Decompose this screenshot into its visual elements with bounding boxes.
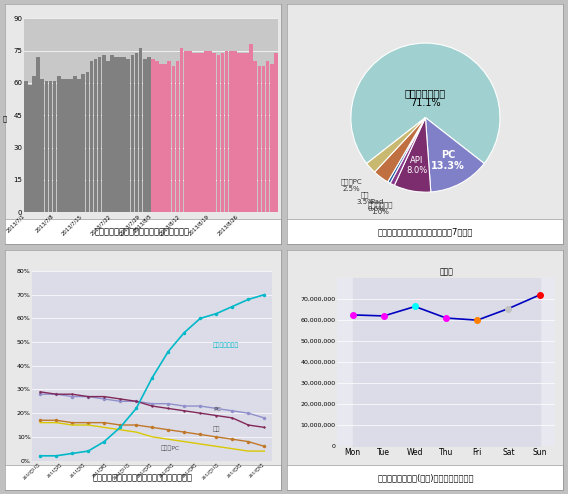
Bar	[155, 61, 159, 212]
Bar	[274, 53, 278, 212]
Bar	[94, 59, 97, 212]
Text: スマートフォン: スマートフォン	[405, 88, 446, 98]
Bar	[237, 53, 241, 212]
Text: 投稿元比率　＜スマートフォンが7割強＞: 投稿元比率 ＜スマートフォンが7割強＞	[378, 227, 473, 236]
Bar	[257, 66, 261, 212]
Bar	[44, 81, 48, 212]
Bar	[57, 77, 61, 212]
Bar	[131, 55, 134, 212]
Bar	[139, 48, 143, 212]
Bar	[90, 61, 93, 212]
Text: 71.1%: 71.1%	[410, 98, 441, 108]
Bar	[81, 74, 85, 212]
Bar	[204, 50, 208, 212]
Bar	[106, 61, 110, 212]
Text: 携帯／PC
2.5%: 携帯／PC 2.5%	[340, 179, 362, 192]
Bar	[114, 57, 118, 212]
Bar	[266, 61, 269, 212]
Bar	[249, 44, 253, 212]
Bar	[216, 55, 220, 212]
Bar	[159, 64, 163, 212]
Bar	[221, 53, 224, 212]
Bar	[196, 53, 200, 212]
Text: スマートフォン: スマートフォン	[213, 342, 239, 348]
Wedge shape	[367, 118, 425, 172]
Text: 投稿元比率推移　＜スマートフォンが急増＞: 投稿元比率推移 ＜スマートフォンが急増＞	[93, 473, 193, 482]
Bar	[98, 57, 102, 212]
Bar	[24, 81, 28, 212]
Bar	[168, 61, 171, 212]
Wedge shape	[394, 118, 431, 192]
Bar	[164, 64, 167, 212]
Bar	[184, 50, 187, 212]
Text: PC: PC	[213, 407, 221, 412]
Bar	[241, 53, 245, 212]
Bar	[102, 55, 106, 212]
Text: 曜日別書き込み数(平均)　＜日曜が最多＞: 曜日別書き込み数(平均) ＜日曜が最多＞	[377, 473, 474, 482]
Bar	[143, 59, 147, 212]
Bar	[28, 85, 32, 212]
Bar	[86, 72, 89, 212]
Bar	[188, 50, 191, 212]
Bar	[49, 81, 52, 212]
Text: iPad
0.6%: iPad 0.6%	[367, 199, 385, 212]
Bar	[233, 50, 237, 212]
Text: PC
13.3%: PC 13.3%	[431, 150, 465, 171]
Bar	[147, 57, 151, 212]
Bar	[65, 79, 69, 212]
Bar	[208, 50, 212, 212]
Bar	[61, 79, 65, 212]
Wedge shape	[388, 118, 425, 183]
Y-axis label: 万: 万	[3, 115, 7, 122]
Bar	[118, 57, 122, 212]
Bar	[36, 57, 40, 212]
Bar	[77, 79, 81, 212]
Text: ツイート件数推移　＜８月２５日が最多＞: ツイート件数推移 ＜８月２５日が最多＞	[95, 227, 190, 236]
Bar	[200, 53, 204, 212]
Bar	[151, 59, 154, 212]
Bar	[110, 55, 114, 212]
Text: API
8.0%: API 8.0%	[406, 156, 428, 175]
Bar	[245, 53, 249, 212]
Bar	[229, 50, 232, 212]
Wedge shape	[390, 118, 425, 185]
Bar	[69, 79, 73, 212]
Text: 携帯: 携帯	[213, 426, 220, 432]
Text: 連携サービス
1.0%: 連携サービス 1.0%	[368, 201, 393, 214]
Text: 携帯
3.5%: 携帯 3.5%	[356, 192, 374, 205]
Bar	[262, 66, 265, 212]
Bar	[176, 61, 179, 212]
Bar	[122, 57, 126, 212]
Wedge shape	[351, 43, 500, 164]
Bar	[192, 53, 196, 212]
Title: 平均値: 平均値	[439, 267, 453, 276]
Bar	[253, 61, 257, 212]
Bar	[179, 48, 183, 212]
Bar	[73, 77, 77, 212]
Bar	[127, 59, 130, 212]
Wedge shape	[374, 118, 425, 182]
Bar	[135, 53, 139, 212]
Bar	[40, 79, 44, 212]
Bar	[270, 64, 274, 212]
Bar	[172, 66, 175, 212]
Bar	[53, 81, 56, 212]
Bar	[225, 50, 228, 212]
Bar	[212, 53, 216, 212]
Bar	[32, 77, 36, 212]
Text: 携帯／PC: 携帯／PC	[160, 445, 179, 451]
Wedge shape	[425, 118, 484, 192]
